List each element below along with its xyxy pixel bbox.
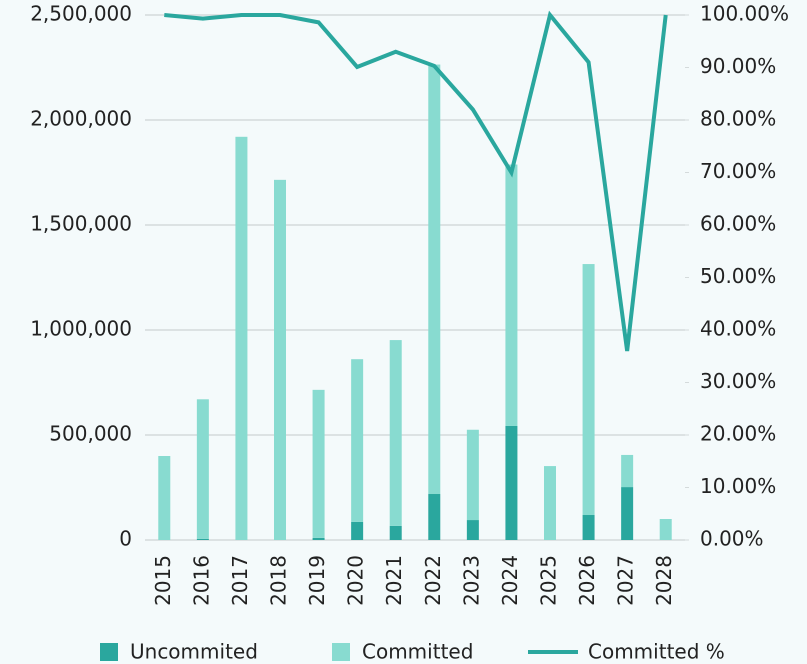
bar bbox=[544, 466, 556, 540]
legend-label: Uncommited bbox=[130, 640, 258, 664]
bar bbox=[351, 521, 364, 540]
y2-tick-label: 10.00% bbox=[700, 474, 776, 498]
legend-swatch bbox=[332, 643, 350, 661]
bar bbox=[505, 164, 518, 426]
legend-label: Committed % bbox=[588, 640, 725, 664]
bar bbox=[466, 429, 479, 521]
bar bbox=[621, 487, 634, 540]
bar bbox=[621, 454, 634, 488]
bar bbox=[582, 515, 595, 540]
bar bbox=[312, 537, 325, 540]
bar bbox=[505, 425, 518, 540]
x-tick-label: 2021 bbox=[382, 555, 406, 606]
y2-tick-label: 30.00% bbox=[700, 369, 776, 393]
y2-tick-label: 50.00% bbox=[700, 264, 776, 288]
y-tick-label: 500,000 bbox=[49, 422, 132, 446]
bar bbox=[235, 136, 248, 541]
x-tick-label: 2025 bbox=[537, 555, 561, 606]
bar bbox=[312, 389, 325, 538]
x-tick-label: 2017 bbox=[228, 555, 252, 606]
bar bbox=[582, 264, 595, 516]
x-tick-label: 2016 bbox=[189, 555, 213, 606]
x-tick-label: 2024 bbox=[498, 555, 522, 606]
legend-swatch bbox=[100, 643, 118, 661]
y2-tick-label: 90.00% bbox=[700, 54, 776, 78]
y2-tick-label: 70.00% bbox=[700, 159, 776, 183]
y2-tick-label: 40.00% bbox=[700, 317, 776, 341]
x-tick-label: 2019 bbox=[305, 555, 329, 606]
legend-label: Committed bbox=[362, 640, 473, 664]
y2-tick-label: 80.00% bbox=[700, 107, 776, 131]
bar bbox=[466, 520, 479, 540]
y-tick-label: 0 bbox=[119, 527, 132, 551]
x-tick-label: 2020 bbox=[344, 555, 368, 606]
bar bbox=[428, 64, 441, 495]
x-tick-label: 2028 bbox=[652, 555, 676, 606]
y-tick-label: 2,500,000 bbox=[30, 2, 132, 26]
y-tick-label: 1,500,000 bbox=[30, 212, 132, 236]
y-tick-label: 1,000,000 bbox=[30, 317, 132, 341]
x-tick-label: 2026 bbox=[575, 555, 599, 606]
x-tick-label: 2023 bbox=[459, 555, 483, 606]
bar bbox=[389, 340, 402, 526]
y2-tick-label: 20.00% bbox=[700, 422, 776, 446]
bar bbox=[196, 538, 209, 540]
x-tick-label: 2022 bbox=[421, 555, 445, 606]
bar bbox=[351, 359, 364, 522]
y2-tick-label: 60.00% bbox=[700, 212, 776, 236]
bar bbox=[428, 494, 441, 540]
y-tick-label: 2,000,000 bbox=[30, 107, 132, 131]
x-tick-label: 2027 bbox=[614, 555, 638, 606]
bar bbox=[158, 456, 171, 540]
bar bbox=[389, 525, 402, 540]
x-tick-label: 2018 bbox=[267, 555, 291, 606]
bar bbox=[196, 399, 209, 539]
line bbox=[164, 10, 668, 352]
bar bbox=[659, 519, 672, 540]
y2-tick-label: 100.00% bbox=[700, 2, 789, 26]
bar bbox=[274, 179, 286, 540]
x-tick-label: 2015 bbox=[151, 555, 175, 606]
y2-tick-label: 0.00% bbox=[700, 527, 764, 551]
